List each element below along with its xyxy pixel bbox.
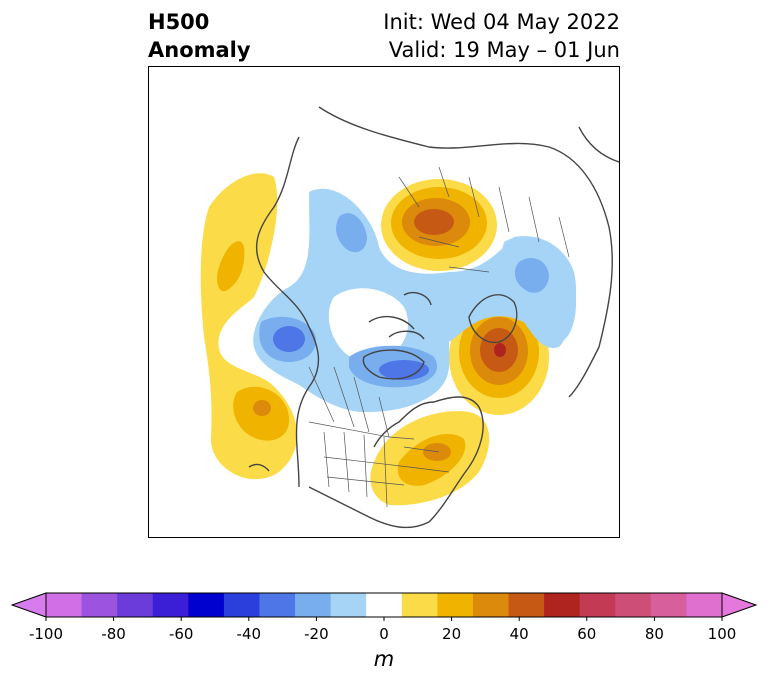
greenland-coast [468,294,518,344]
coastlines [248,106,619,529]
colorbar-tick-label: 20 [442,625,462,643]
colorbar-segment [152,593,189,617]
hudson-bay [362,349,425,380]
colorbar-tick-label: -40 [236,625,262,643]
colorbar-tick-label: 40 [509,625,529,643]
canada-provinces [308,366,390,438]
ridge-russia-core [414,209,454,235]
forecast-dates: Init: Wed 04 May 2022 Valid: 19 May – 01… [383,8,620,64]
ridge-north-pacific-core [253,400,271,416]
colorbar-under-arrow [10,592,47,618]
colorbar-segment [472,593,510,617]
colorbar-segment [686,593,723,617]
positive-anomalies [200,173,549,506]
colorbar-segment [330,593,367,617]
trough-europe-inner [514,257,549,293]
us-canada-border [308,421,415,440]
colorbar-segment [46,593,83,617]
trough-polar-outer [253,188,577,412]
colorbar-segment [223,593,260,617]
colorbar [0,585,768,625]
colorbar-tick-label: 60 [577,625,597,643]
trough-alaska-core [273,326,305,352]
colorbar-segment [401,593,438,617]
colorbar-segment [437,593,474,617]
north-pacific-islands [248,463,270,472]
anomaly-map [148,66,620,538]
colorbar-tick-label: 80 [644,625,664,643]
north-america-coast [255,136,484,529]
colorbar-segment [117,593,154,617]
colorbar-unit-label: m [373,647,395,671]
title-line-1: H500 [148,10,210,34]
colorbar-tick-label: -80 [101,625,126,643]
colorbar-tick-label: -20 [304,625,329,643]
colorbar-segment [508,593,545,617]
canadian-archipelago [368,291,432,340]
colorbar-segment [259,593,296,617]
colorbar-tick-label: -60 [168,625,194,643]
colorbar-segment [295,593,332,617]
ridge-north-atlantic-core [494,343,506,357]
plot-title: H500 Anomaly [148,8,251,64]
colorbar-segment [615,593,652,617]
trough-hudson-core [379,360,429,380]
title-line-2: Anomaly [148,38,251,62]
borders [308,166,570,508]
valid-range: Valid: 19 May – 01 Jun [388,38,620,62]
trough-siberia [336,213,367,253]
colorbar-segment [188,593,225,617]
eurasian-borders [398,166,570,273]
colorbar-segment [81,593,118,617]
colorbar-tick-label: -100 [28,625,64,643]
colorbar-tick-label: 100 [707,625,737,643]
colorbar-segment [650,593,687,617]
colorbar-tick-label: 0 [379,625,389,643]
colorbar-segment [579,593,616,617]
us-states [323,431,450,508]
negative-anomalies [253,188,577,412]
colorbar-segment [544,593,581,617]
colorbar-svg [10,592,758,621]
map-canvas [200,106,619,529]
init-date: Init: Wed 04 May 2022 [383,10,620,34]
eurasia-coast [318,106,619,398]
colorbar-over-arrow [721,592,758,618]
colorbar-segment [366,593,403,617]
polar-neutral [328,288,409,362]
ridge-west-canada-inner [217,241,245,292]
